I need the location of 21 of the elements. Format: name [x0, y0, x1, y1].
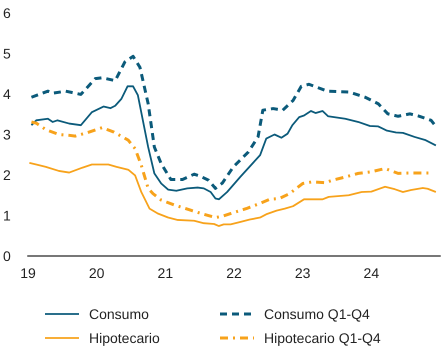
x-tick-label: 24: [364, 265, 380, 281]
y-tick-label: 3: [3, 126, 11, 142]
line-series: [30, 120, 431, 220]
line-series: [28, 162, 437, 227]
y-tick-label: 5: [3, 46, 11, 62]
legend-label: Consumo: [89, 306, 150, 322]
legend-label: Hipotecario: [89, 330, 160, 346]
line-series: [30, 54, 438, 190]
x-tick-label: 19: [20, 265, 36, 281]
legend-label: Consumo Q1-Q4: [264, 306, 370, 322]
x-tick-label: 23: [294, 265, 311, 281]
y-tick-label: 2: [3, 167, 11, 183]
line-series: [30, 85, 437, 200]
legend-label: Hipotecario Q1-Q4: [264, 330, 381, 346]
y-tick-label: 0: [3, 248, 11, 264]
y-tick-label: 6: [3, 5, 11, 21]
x-tick-label: 21: [158, 265, 174, 281]
x-tick-label: 22: [226, 265, 242, 281]
y-tick-label: 1: [3, 208, 11, 224]
y-tick-label: 4: [3, 86, 11, 102]
x-tick-label: 20: [88, 265, 105, 281]
